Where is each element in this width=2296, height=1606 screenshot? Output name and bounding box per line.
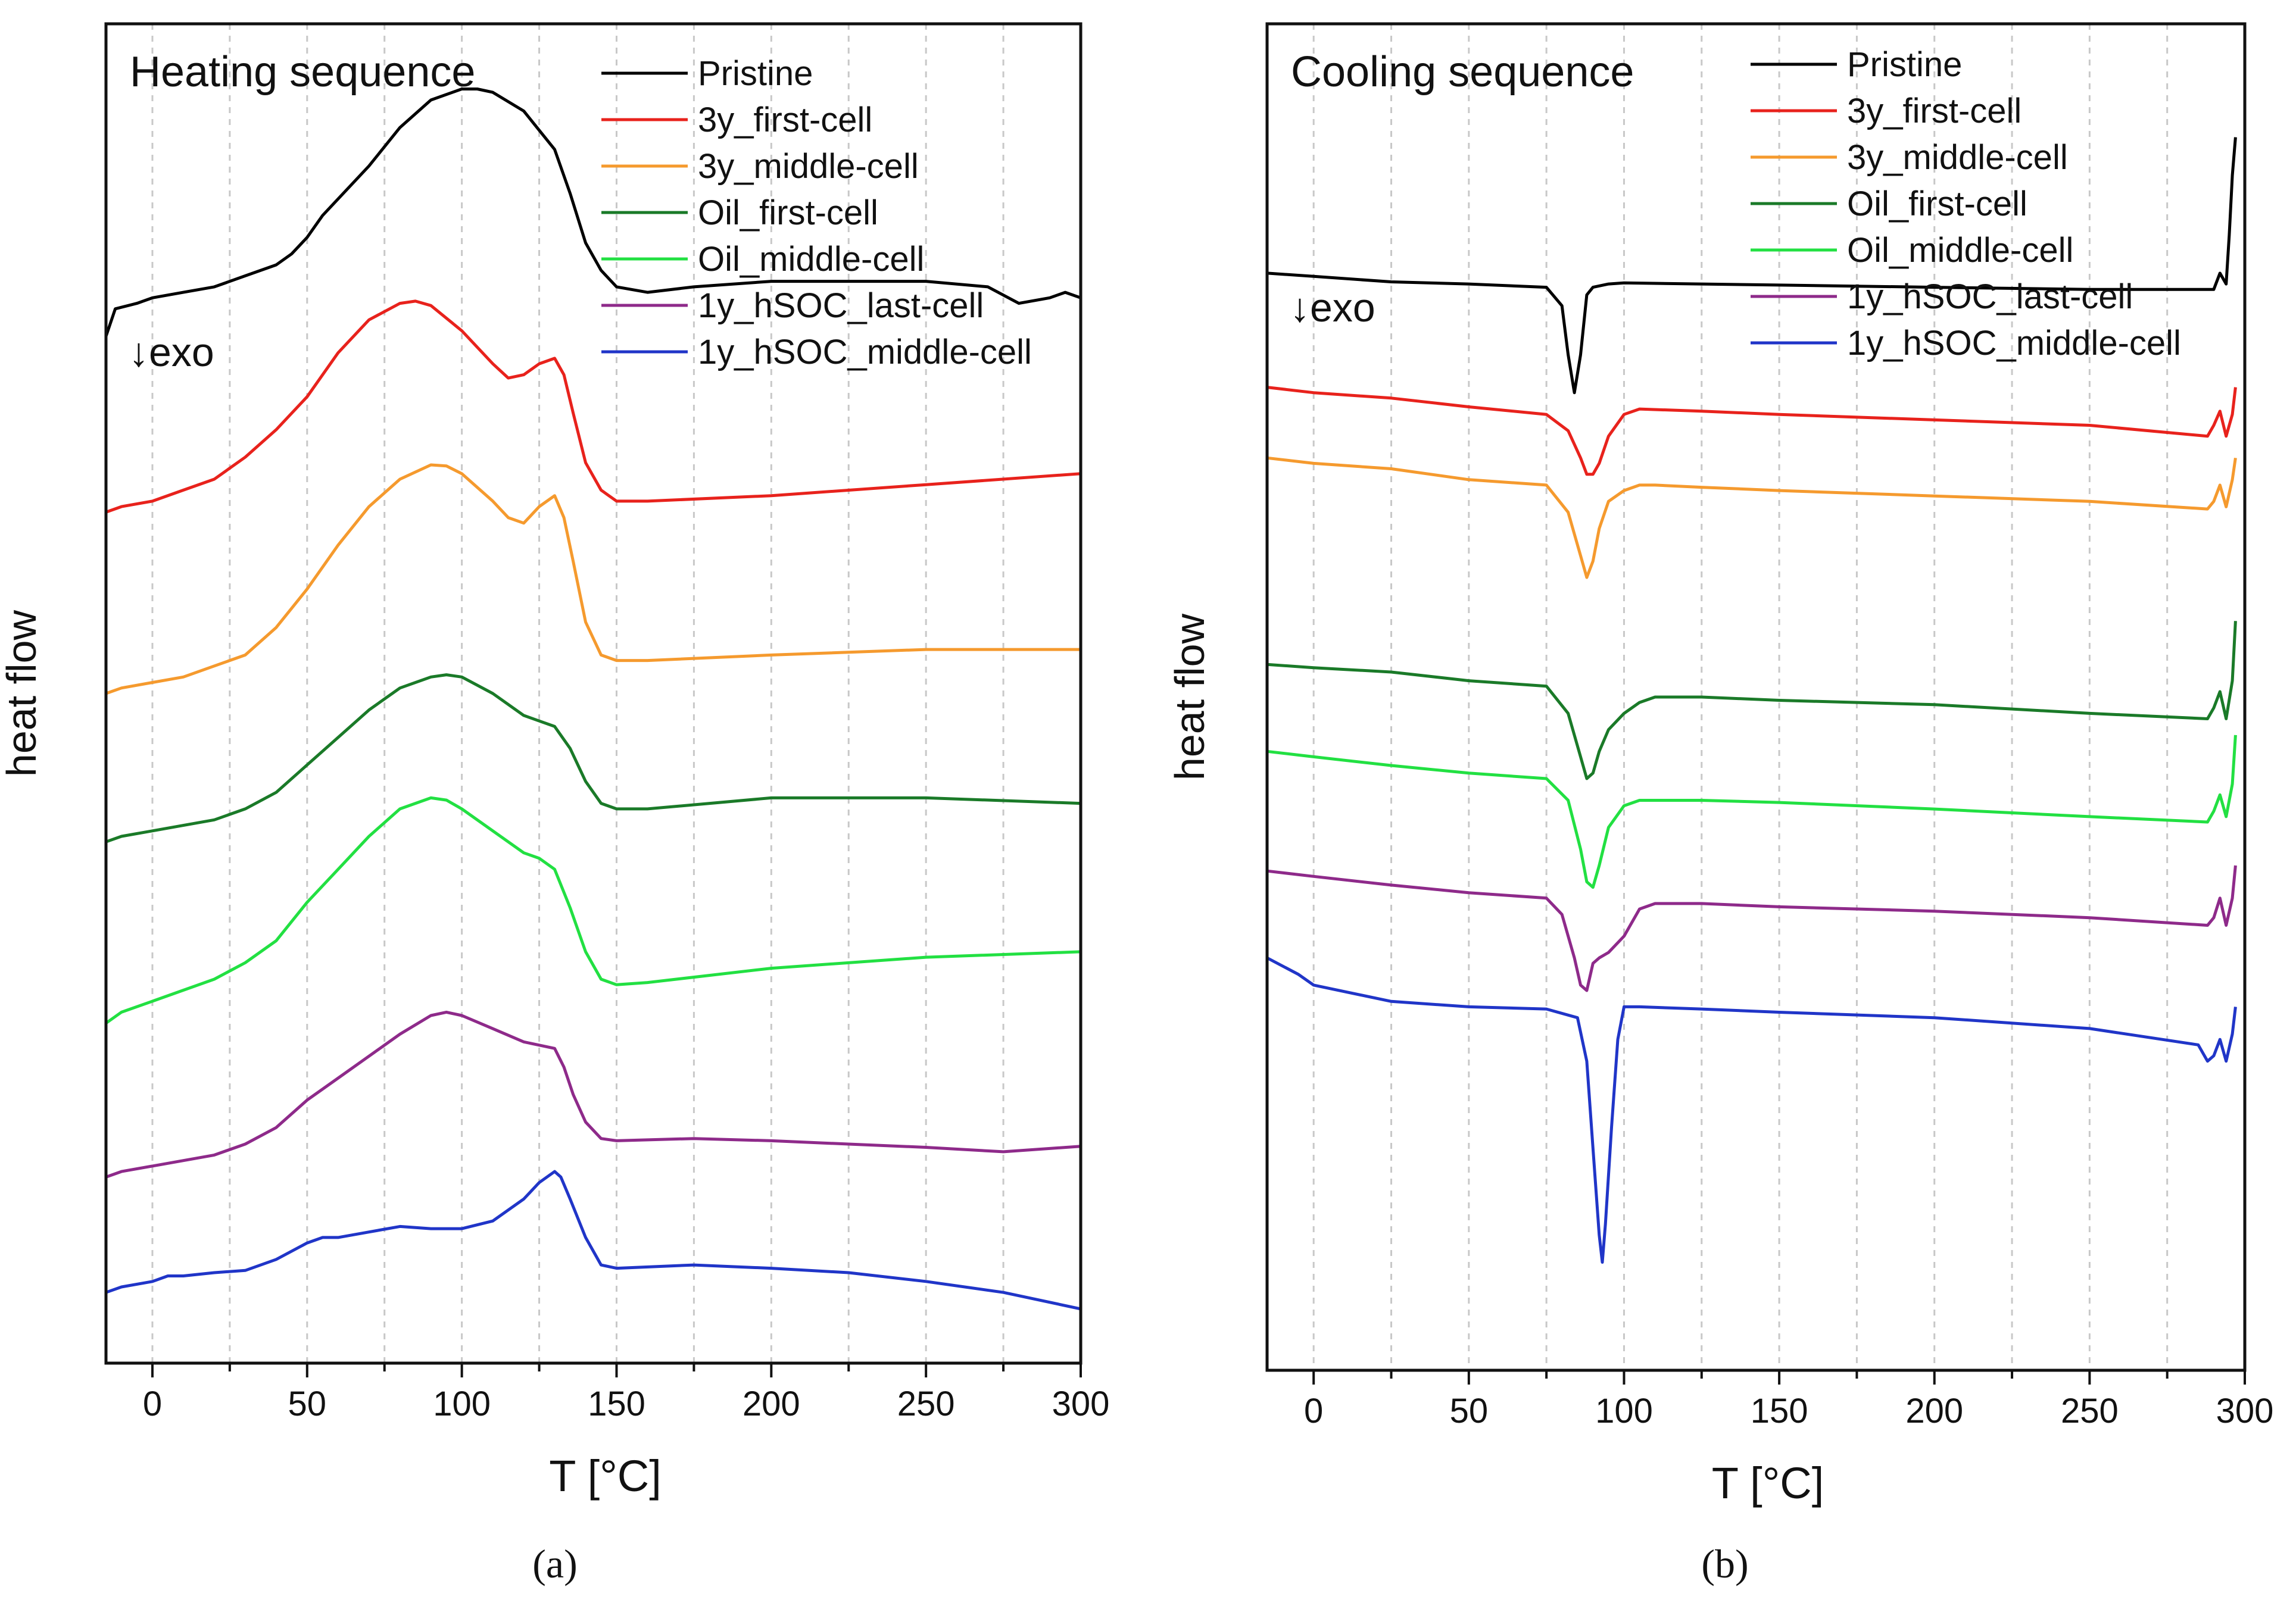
series-line-3y_middle-cell — [1266, 456, 2237, 579]
panel-b-cooling: 0 50 100 150 200 250 300 T [°C] heat flow Cooling… — [1166, 22, 2274, 1586]
x-tick-label: 150 — [1751, 1392, 1808, 1430]
exo-annotation: ↓exo — [129, 330, 214, 375]
x-tick-label: 250 — [2061, 1392, 2119, 1430]
x-tick-label: 200 — [743, 1385, 800, 1423]
legend-entry: Oil_middle-cell — [1847, 231, 2073, 270]
x-tick-label: 300 — [1052, 1385, 1110, 1423]
series-line-1y_hSOC_last-cell — [105, 1010, 1081, 1179]
legend-entry: 3y_middle-cell — [1847, 138, 2068, 177]
legend-entry: 1y_hSOC_last-cell — [1847, 277, 2133, 316]
x-tick-label: 100 — [1595, 1392, 1653, 1430]
y-axis-label: heat flow — [0, 610, 45, 777]
chart-title: Heating sequence — [130, 48, 475, 96]
series-line-Pristine — [1266, 137, 2237, 395]
exo-annotation: ↓exo — [1290, 285, 1375, 330]
series-line-Oil_middle-cell — [105, 796, 1081, 1024]
x-tick-label: 50 — [1450, 1392, 1489, 1430]
legend-entry: Pristine — [698, 54, 813, 93]
legend-entry: Oil_first-cell — [698, 193, 878, 232]
x-tick-label: 300 — [2216, 1392, 2274, 1430]
x-tick-label: 50 — [288, 1385, 327, 1423]
series-line-3y_middle-cell — [105, 463, 1081, 695]
legend-entry: 1y_hSOC_middle-cell — [1847, 324, 2181, 363]
chart-title: Cooling sequence — [1291, 48, 1634, 96]
legend-entry: 1y_hSOC_middle-cell — [698, 333, 1032, 371]
x-axis-label: T [°C] — [1712, 1458, 1824, 1508]
series-line-Oil_middle-cell — [1266, 735, 2237, 889]
x-tick-label: 0 — [1304, 1392, 1323, 1430]
plot-frame — [104, 22, 1083, 1365]
x-tick-label: 100 — [433, 1385, 491, 1423]
panel-caption: (a) — [532, 1541, 577, 1586]
series-line-1y_hSOC_middle-cell — [1266, 956, 2237, 1264]
series-line-1y_hSOC_last-cell — [1266, 865, 2237, 992]
series-line-Oil_first-cell — [1266, 621, 2237, 780]
y-axis-label: heat flow — [1166, 613, 1213, 780]
legend-entry: 3y_middle-cell — [698, 147, 919, 186]
x-tick-label: 0 — [143, 1385, 162, 1423]
series-line-3y_first-cell — [1266, 386, 2237, 476]
plot-frame — [1265, 22, 2247, 1372]
legend-entry: 3y_first-cell — [698, 101, 872, 139]
x-axis-label: T [°C] — [549, 1451, 662, 1501]
series-line-1y_hSOC_middle-cell — [105, 1170, 1081, 1311]
legend-entry: Oil_first-cell — [1847, 185, 2027, 223]
series-line-3y_first-cell — [105, 299, 1081, 514]
legend-entry: Oil_middle-cell — [698, 240, 924, 279]
x-tick-label: 200 — [1905, 1392, 1963, 1430]
legend-entry: Pristine — [1847, 45, 1962, 84]
series-line-Oil_first-cell — [105, 673, 1081, 843]
panel-caption: (b) — [1701, 1541, 1748, 1586]
x-tick-label: 250 — [897, 1385, 955, 1423]
x-tick-label: 150 — [588, 1385, 645, 1423]
legend-entry: 1y_hSOC_last-cell — [698, 286, 984, 325]
series-line-Pristine — [104, 88, 1081, 337]
legend-entry: 3y_first-cell — [1847, 92, 2022, 130]
panel-a-heating: 0 50 100 150 200 250 300 T [°C] heat flow Heating… — [0, 22, 1110, 1586]
